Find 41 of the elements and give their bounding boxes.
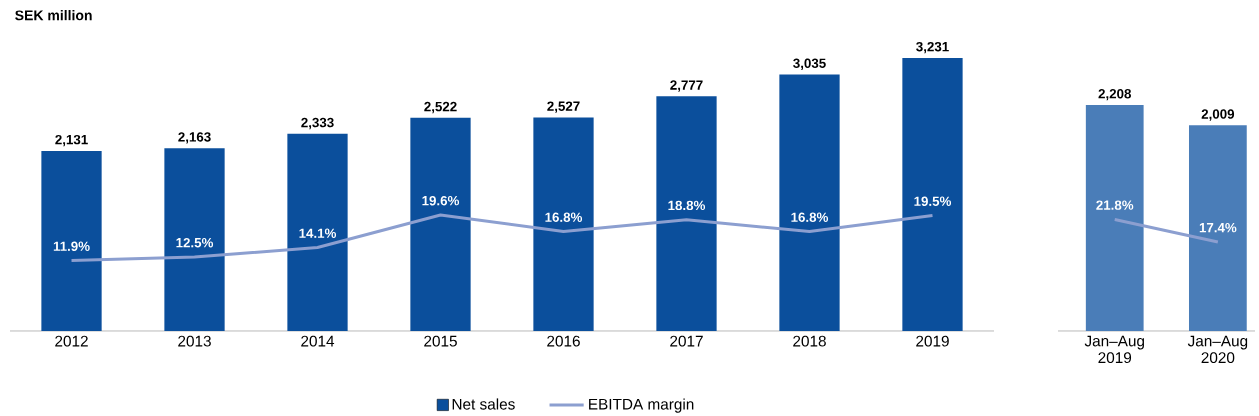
data-label: 21.8% xyxy=(1096,200,1134,210)
x-tick-label: 2019 xyxy=(916,335,949,347)
data-label: 2,131 xyxy=(55,134,88,147)
bar xyxy=(164,148,225,331)
data-label: 2,333 xyxy=(301,117,334,130)
x-tick-label: 2018 xyxy=(793,335,826,347)
x-tick-label: 2016 xyxy=(547,335,580,347)
bar xyxy=(41,150,102,331)
data-label: 16.8% xyxy=(545,212,583,222)
legend-label: Net sales xyxy=(452,398,515,410)
data-label: 18.8% xyxy=(668,200,706,211)
data-label: 11.9% xyxy=(53,241,90,251)
bar xyxy=(410,117,471,331)
x-tick-label: Jan–Aug 2019 xyxy=(1084,335,1144,364)
data-label: 3,231 xyxy=(916,41,949,54)
x-tick-label: 2014 xyxy=(301,335,335,347)
data-label: 2,527 xyxy=(547,101,580,113)
x-tick-label: Jan–Aug 2020 xyxy=(1187,335,1248,364)
bar xyxy=(533,117,594,331)
x-tick-label: 2012 xyxy=(55,335,88,347)
x-tick-label: 2013 xyxy=(178,335,211,347)
bar xyxy=(902,57,963,331)
legend-label: EBITDA margin xyxy=(589,398,694,413)
bar xyxy=(656,96,717,331)
data-label: 12.5% xyxy=(176,237,214,248)
data-label: 2,522 xyxy=(424,101,457,114)
data-label: 3,035 xyxy=(793,58,826,70)
bar xyxy=(779,74,840,331)
data-label: 19.6% xyxy=(422,195,460,206)
data-label: 16.8% xyxy=(791,212,829,222)
x-tick-label: 2015 xyxy=(424,335,457,347)
data-label: 2,208 xyxy=(1098,88,1131,101)
bar xyxy=(287,133,348,331)
data-label: 19.5% xyxy=(914,196,952,206)
data-label: 2,163 xyxy=(178,132,211,144)
data-label: 17.4% xyxy=(1199,222,1237,233)
data-label: 14.1% xyxy=(299,228,337,238)
chart-title: SEK million xyxy=(15,10,92,21)
data-label: 2,009 xyxy=(1201,109,1235,121)
x-tick-label: 2017 xyxy=(670,335,703,347)
data-label: 2,777 xyxy=(670,80,703,92)
